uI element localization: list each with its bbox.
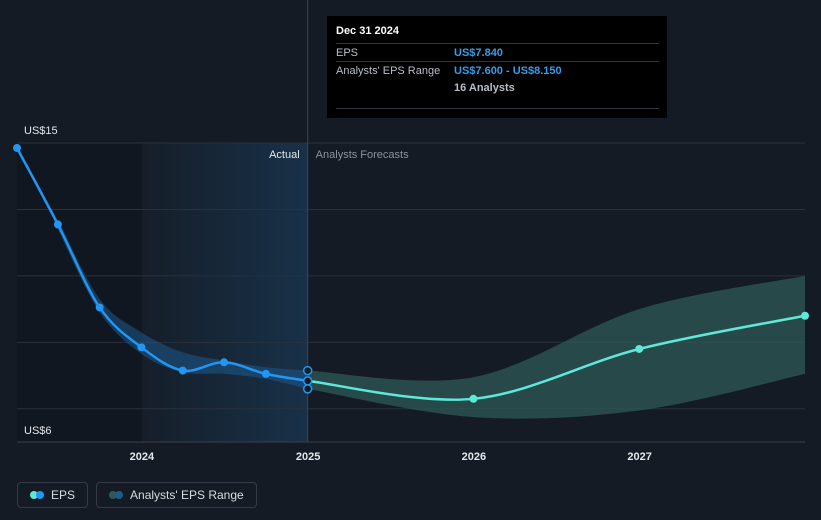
eps-point [53,220,62,229]
eps-point [137,343,146,352]
legend-range-label: Analysts' EPS Range [130,488,244,502]
tooltip-eps-value: US$7.840 [454,46,503,59]
x-tick-label: 2024 [130,451,155,463]
y-axis-top-label: US$15 [24,125,58,137]
actual-region-label: Actual [269,149,300,161]
forecast-eps-point [635,344,644,353]
tooltip-range-label: Analysts' EPS Range [336,64,441,77]
actual-range-band [57,219,308,389]
forecast-eps-point [469,394,478,403]
range-legend-icon [109,491,124,499]
chart-tooltip: Dec 31 2024 EPS US$7.840 Analysts' EPS R… [327,16,667,118]
x-tick-label: 2027 [627,451,651,463]
current-range-low-point [302,384,313,394]
current-range-high-point [302,365,313,376]
eps-point [178,366,187,375]
current-eps-point [302,376,313,386]
tooltip-date: Dec 31 2024 [336,25,399,37]
tooltip-analyst-count: 16 Analysts [454,81,515,94]
forecast-eps-line [307,314,806,401]
legend-eps-button[interactable]: EPS [17,482,89,508]
tooltip-range-value: US$7.600 - US$8.150 [454,64,562,77]
eps-legend-icon [30,491,44,499]
eps-chart: US$15 US$6 Actual Analysts Forecasts 2024 202… [13,0,809,463]
x-tick-label: 2025 [296,451,320,463]
tooltip-eps-label: EPS [336,46,359,59]
legend-eps-label: EPS [51,488,76,502]
eps-point [261,369,270,378]
eps-point [95,303,104,312]
actual-region-highlight [141,143,308,442]
forecast-eps-point [801,311,809,320]
chart-legend: EPS Analysts' EPS Range [17,482,257,508]
eps-point [220,358,229,367]
x-tick-label: 2026 [462,451,486,463]
legend-range-button[interactable]: Analysts' EPS Range [96,482,257,508]
eps-point [13,143,21,152]
forecast-region-label: Analysts Forecasts [316,149,409,161]
past-region [17,143,142,442]
y-axis-bottom-label: US$6 [24,425,52,437]
forecast-range-band [307,275,805,419]
